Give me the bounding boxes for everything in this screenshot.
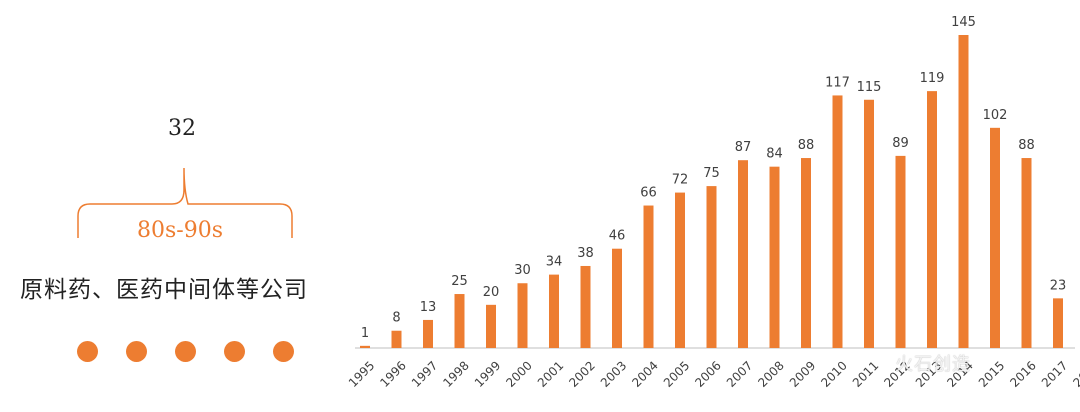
x-tick-2002: 2002 (566, 358, 597, 389)
x-tick-2004: 2004 (629, 358, 660, 389)
bar-chart: 1 1995 8 1996 13 1997 25 1998 20 1999 30 2000 34 2001… (346, 15, 1080, 390)
watermark: 火石创造 (895, 354, 971, 375)
bar-1995 (360, 345, 370, 348)
bar-1998 (454, 294, 465, 348)
x-tick-2009: 2009 (787, 358, 818, 389)
x-tick-2018: 2018 (1070, 358, 1080, 389)
bar-2009 (801, 158, 811, 348)
x-tick-2003: 2003 (598, 358, 629, 389)
data-label-2015: 102 (983, 108, 1008, 123)
bar-2015 (990, 127, 1000, 349)
dot-4 (224, 341, 245, 362)
dot-1 (77, 341, 98, 362)
x-tick-2015: 2015 (976, 358, 1007, 389)
bar-2000 (517, 283, 528, 348)
data-label-2016: 88 (1018, 138, 1035, 153)
bar-2016 (1021, 158, 1032, 348)
dot-2 (126, 341, 147, 362)
data-label-2000: 30 (514, 263, 531, 278)
data-label-2003: 46 (609, 229, 626, 244)
bar-2017 (1053, 298, 1063, 348)
bar-2014 (958, 35, 969, 348)
x-tick-2017: 2017 (1039, 358, 1070, 389)
x-tick-1997: 1997 (409, 358, 440, 389)
data-label-2002: 38 (577, 246, 594, 261)
x-tick-1999: 1999 (472, 358, 503, 389)
data-label-2004: 66 (640, 186, 657, 201)
x-tick-2006: 2006 (692, 358, 723, 389)
bar-2007 (738, 160, 748, 348)
bar-2008 (769, 166, 780, 348)
data-label-1999: 20 (483, 285, 500, 300)
data-label-2012: 89 (892, 136, 909, 151)
data-label-2006: 75 (703, 166, 720, 181)
company-type-label: 原料药、医药中间体等公司 (20, 277, 308, 303)
data-label-2017: 23 (1050, 278, 1067, 293)
x-tick-2010: 2010 (818, 358, 849, 389)
data-label-1996: 8 (392, 311, 400, 326)
dot-row (77, 341, 294, 362)
x-tick-1998: 1998 (440, 358, 471, 389)
left-summary-panel: 32 80s-90s 原料药、医药中间体等公司 (0, 0, 370, 412)
data-label-2013: 119 (920, 71, 945, 86)
data-label-2001: 34 (546, 255, 563, 270)
bar-2003 (612, 248, 622, 348)
x-tick-1995: 1995 (346, 358, 377, 389)
bar-1997 (423, 319, 433, 348)
dot-5 (273, 341, 294, 362)
data-label-2005: 72 (672, 173, 689, 188)
data-label-1995: 1 (361, 326, 369, 341)
x-tick-2008: 2008 (755, 358, 786, 389)
bar-2012 (895, 155, 906, 348)
bar-2004 (643, 205, 654, 348)
x-tick-2011: 2011 (850, 358, 881, 389)
data-label-2011: 115 (857, 80, 882, 95)
bar-2002 (580, 265, 591, 348)
data-label-2010: 117 (825, 75, 850, 90)
bar-2006 (706, 186, 717, 348)
bar-2010 (832, 95, 843, 348)
x-tick-2016: 2016 (1007, 358, 1038, 389)
x-tick-2001: 2001 (535, 358, 566, 389)
data-label-1997: 13 (420, 300, 437, 315)
x-tick-2005: 2005 (661, 358, 692, 389)
bar-2013 (927, 91, 937, 348)
x-tick-2000: 2000 (503, 358, 534, 389)
bar-1999 (486, 304, 496, 348)
bar-1996 (391, 330, 402, 348)
data-label-2014: 145 (951, 15, 976, 30)
bar-2005 (675, 192, 685, 348)
bar-2001 (549, 274, 559, 348)
dot-3 (175, 341, 196, 362)
bar-2011 (864, 99, 874, 348)
company-count: 32 (168, 116, 196, 141)
data-label-2008: 84 (766, 147, 783, 162)
data-label-1998: 25 (451, 274, 468, 289)
era-label: 80s-90s (136, 218, 223, 243)
x-tick-2007: 2007 (724, 358, 755, 389)
x-tick-1996: 1996 (377, 358, 408, 389)
data-label-2007: 87 (735, 140, 752, 155)
data-label-2009: 88 (798, 138, 815, 153)
curly-brace-icon (77, 167, 293, 238)
